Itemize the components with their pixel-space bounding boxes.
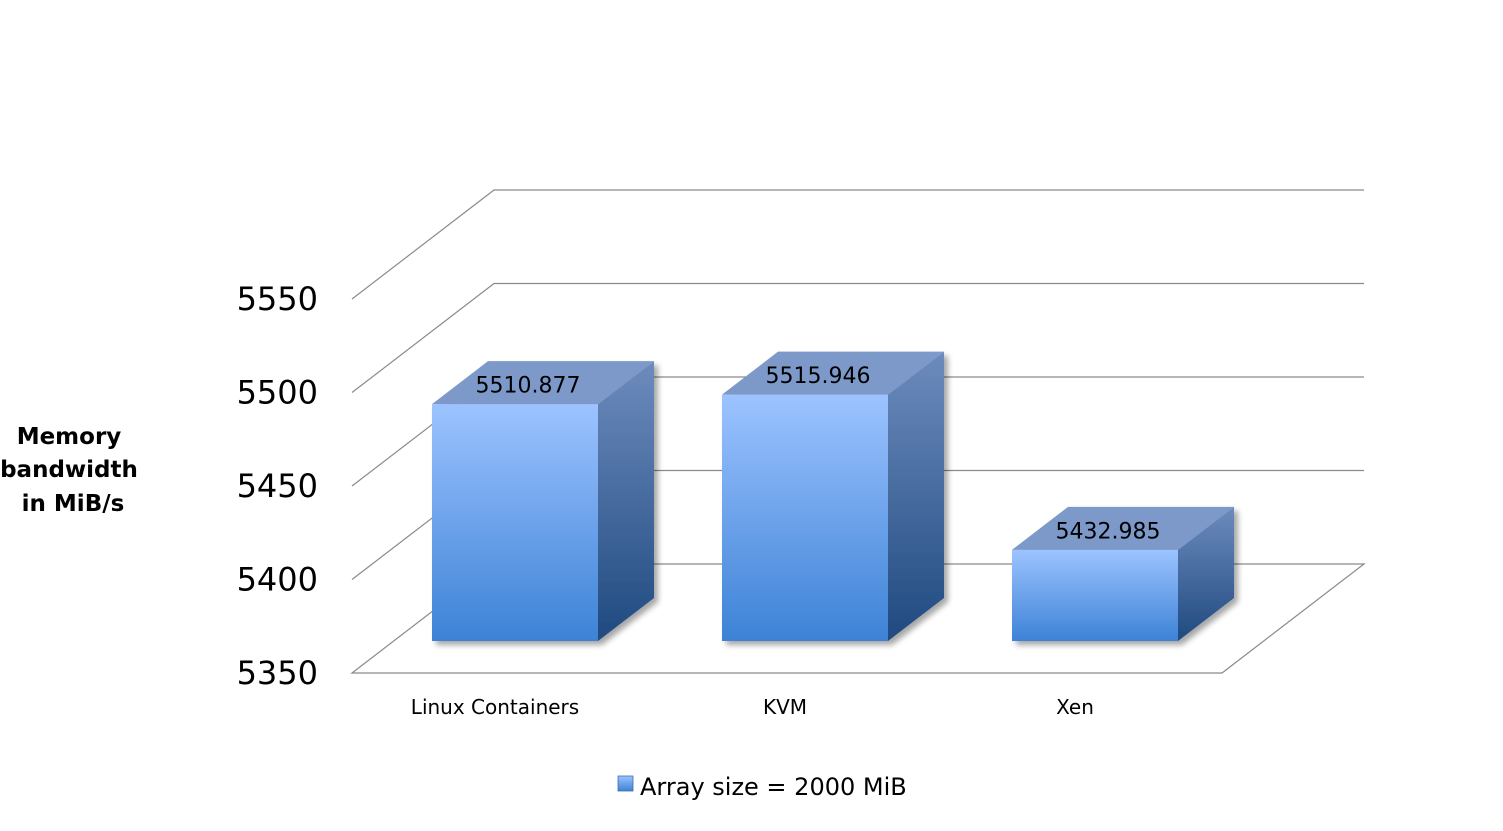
- x-tick-label: KVM: [763, 695, 807, 719]
- bar-side: [888, 351, 944, 641]
- y-axis-label-line: Memory: [17, 424, 122, 450]
- y-axis-label-line: bandwidth: [0, 457, 138, 483]
- bar-group: [1012, 506, 1234, 641]
- bar-side: [1178, 506, 1234, 641]
- bars: 5510.877 5515.946 5432.985: [432, 351, 1234, 641]
- bar-value-label: 5432.985: [1056, 519, 1161, 544]
- bar: [722, 394, 888, 641]
- x-axis-categories: Linux Containers KVM Xen: [411, 695, 1094, 719]
- bar: [432, 404, 598, 641]
- y-axis-label-line: in MiB/s: [22, 491, 125, 517]
- bar-top: [1012, 506, 1234, 550]
- x-tick-label: Xen: [1056, 695, 1094, 719]
- gridline: [351, 282, 1364, 393]
- y-tick-label: 5450: [237, 467, 318, 505]
- y-tick-label: 5500: [237, 374, 318, 412]
- y-axis-label: Memory bandwidth in MiB/s: [0, 424, 146, 517]
- gridline: [351, 189, 1364, 300]
- legend: Array size = 2000 MiB: [617, 773, 907, 801]
- y-tick-label: 5350: [237, 654, 318, 692]
- bar-top: [432, 361, 654, 405]
- bar-group: [722, 351, 944, 641]
- y-axis-ticks: 5350 5400 5450 5500 5550: [237, 280, 318, 692]
- legend-label: Array size = 2000 MiB: [640, 773, 907, 801]
- bar-group: [432, 361, 654, 641]
- legend-swatch: [617, 775, 634, 792]
- bar-value-label: 5510.877: [476, 374, 581, 399]
- y-tick-label: 5400: [237, 561, 318, 599]
- bar: [1012, 549, 1178, 641]
- bar-side: [598, 361, 654, 641]
- x-tick-label: Linux Containers: [411, 695, 579, 719]
- y-tick-label: 5550: [237, 280, 318, 318]
- bar-top: [722, 351, 944, 395]
- bar-value-label: 5515.946: [766, 364, 871, 389]
